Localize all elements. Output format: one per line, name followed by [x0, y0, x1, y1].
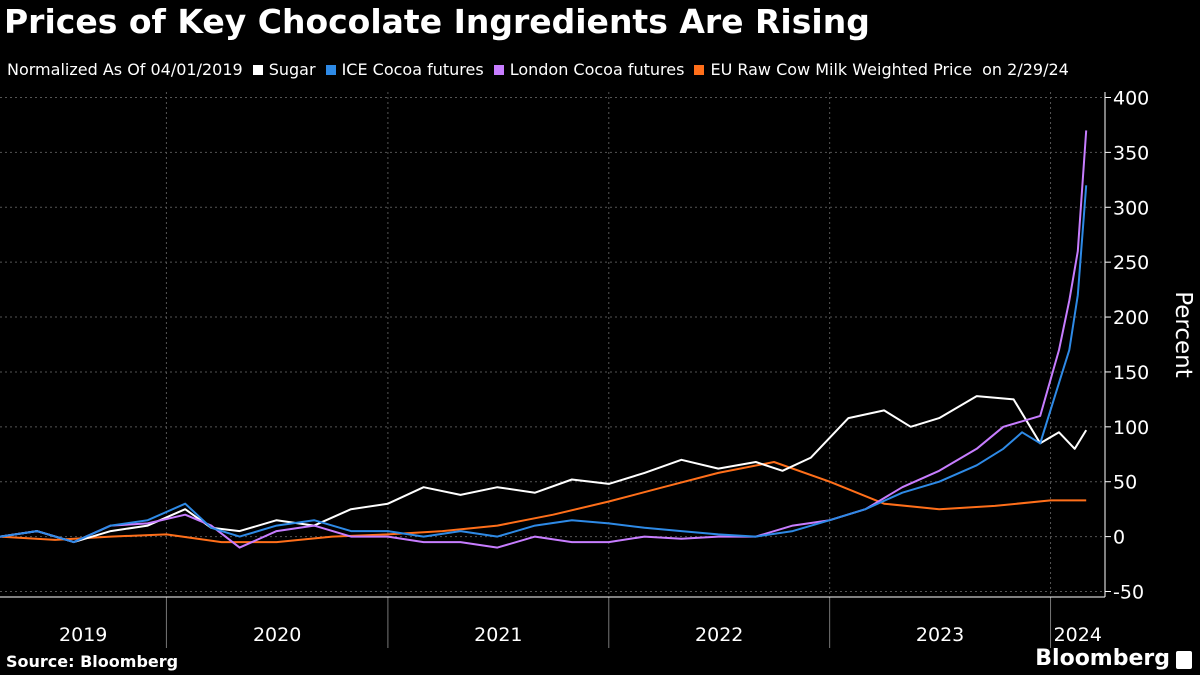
legend-swatch-sugar — [252, 64, 263, 75]
y-tick-label: 150 — [1113, 362, 1149, 384]
x-tick-label: 2021 — [474, 624, 522, 646]
brand-logo: Bloomberg — [1035, 646, 1170, 671]
y-tick-label: 250 — [1113, 252, 1149, 274]
y-tick-label: -50 — [1113, 582, 1144, 604]
x-tick-label: 2023 — [916, 624, 964, 646]
chart-title: Prices of Key Chocolate Ingredients Are … — [4, 2, 870, 41]
y-tick-label: 50 — [1113, 472, 1137, 494]
source-note: Source: Bloomberg — [6, 652, 179, 671]
legend-label-eu-milk: EU Raw Cow Milk Weighted Price — [710, 60, 973, 79]
series-line-london-cocoa-futures — [0, 130, 1088, 549]
legend-label-sugar: Sugar — [268, 60, 316, 79]
legend-label-ice-cocoa: ICE Cocoa futures — [341, 60, 484, 79]
x-tick-label: 2019 — [59, 624, 107, 646]
legend: Normalized As Of 04/01/2019 Sugar ICE Co… — [7, 60, 1069, 79]
y-axis-title: Percent — [1170, 291, 1196, 378]
legend-suffix: on 2/29/24 — [982, 60, 1069, 79]
x-tick-label: 2022 — [695, 624, 743, 646]
series-line-eu-raw-cow-milk-weighted-price — [0, 461, 1087, 544]
y-tick-label: 0 — [1113, 527, 1125, 549]
legend-item-ice-cocoa: ICE Cocoa futures — [325, 60, 484, 79]
legend-item-eu-milk: EU Raw Cow Milk Weighted Price — [694, 60, 972, 79]
legend-prefix: Normalized As Of 04/01/2019 — [7, 60, 243, 79]
legend-label-london-cocoa: London Cocoa futures — [509, 60, 685, 79]
series-line-ice-cocoa-futures — [0, 185, 1088, 544]
x-tick-label: 2024 — [1054, 624, 1102, 646]
x-tick-label: 2020 — [253, 624, 301, 646]
legend-item-london-cocoa: London Cocoa futures — [493, 60, 685, 79]
bloomberg-chart-icon — [1176, 651, 1192, 669]
y-tick-label: 400 — [1113, 87, 1149, 109]
legend-swatch-london-cocoa — [493, 64, 504, 75]
y-tick-label: 300 — [1113, 197, 1149, 219]
y-tick-label: 350 — [1113, 142, 1149, 164]
legend-item-sugar: Sugar — [252, 60, 316, 79]
y-tick-label: 200 — [1113, 307, 1149, 329]
legend-swatch-ice-cocoa — [325, 64, 336, 75]
legend-swatch-eu-milk — [694, 64, 705, 75]
series-line-sugar — [0, 395, 1088, 544]
y-tick-label: 100 — [1113, 417, 1149, 439]
